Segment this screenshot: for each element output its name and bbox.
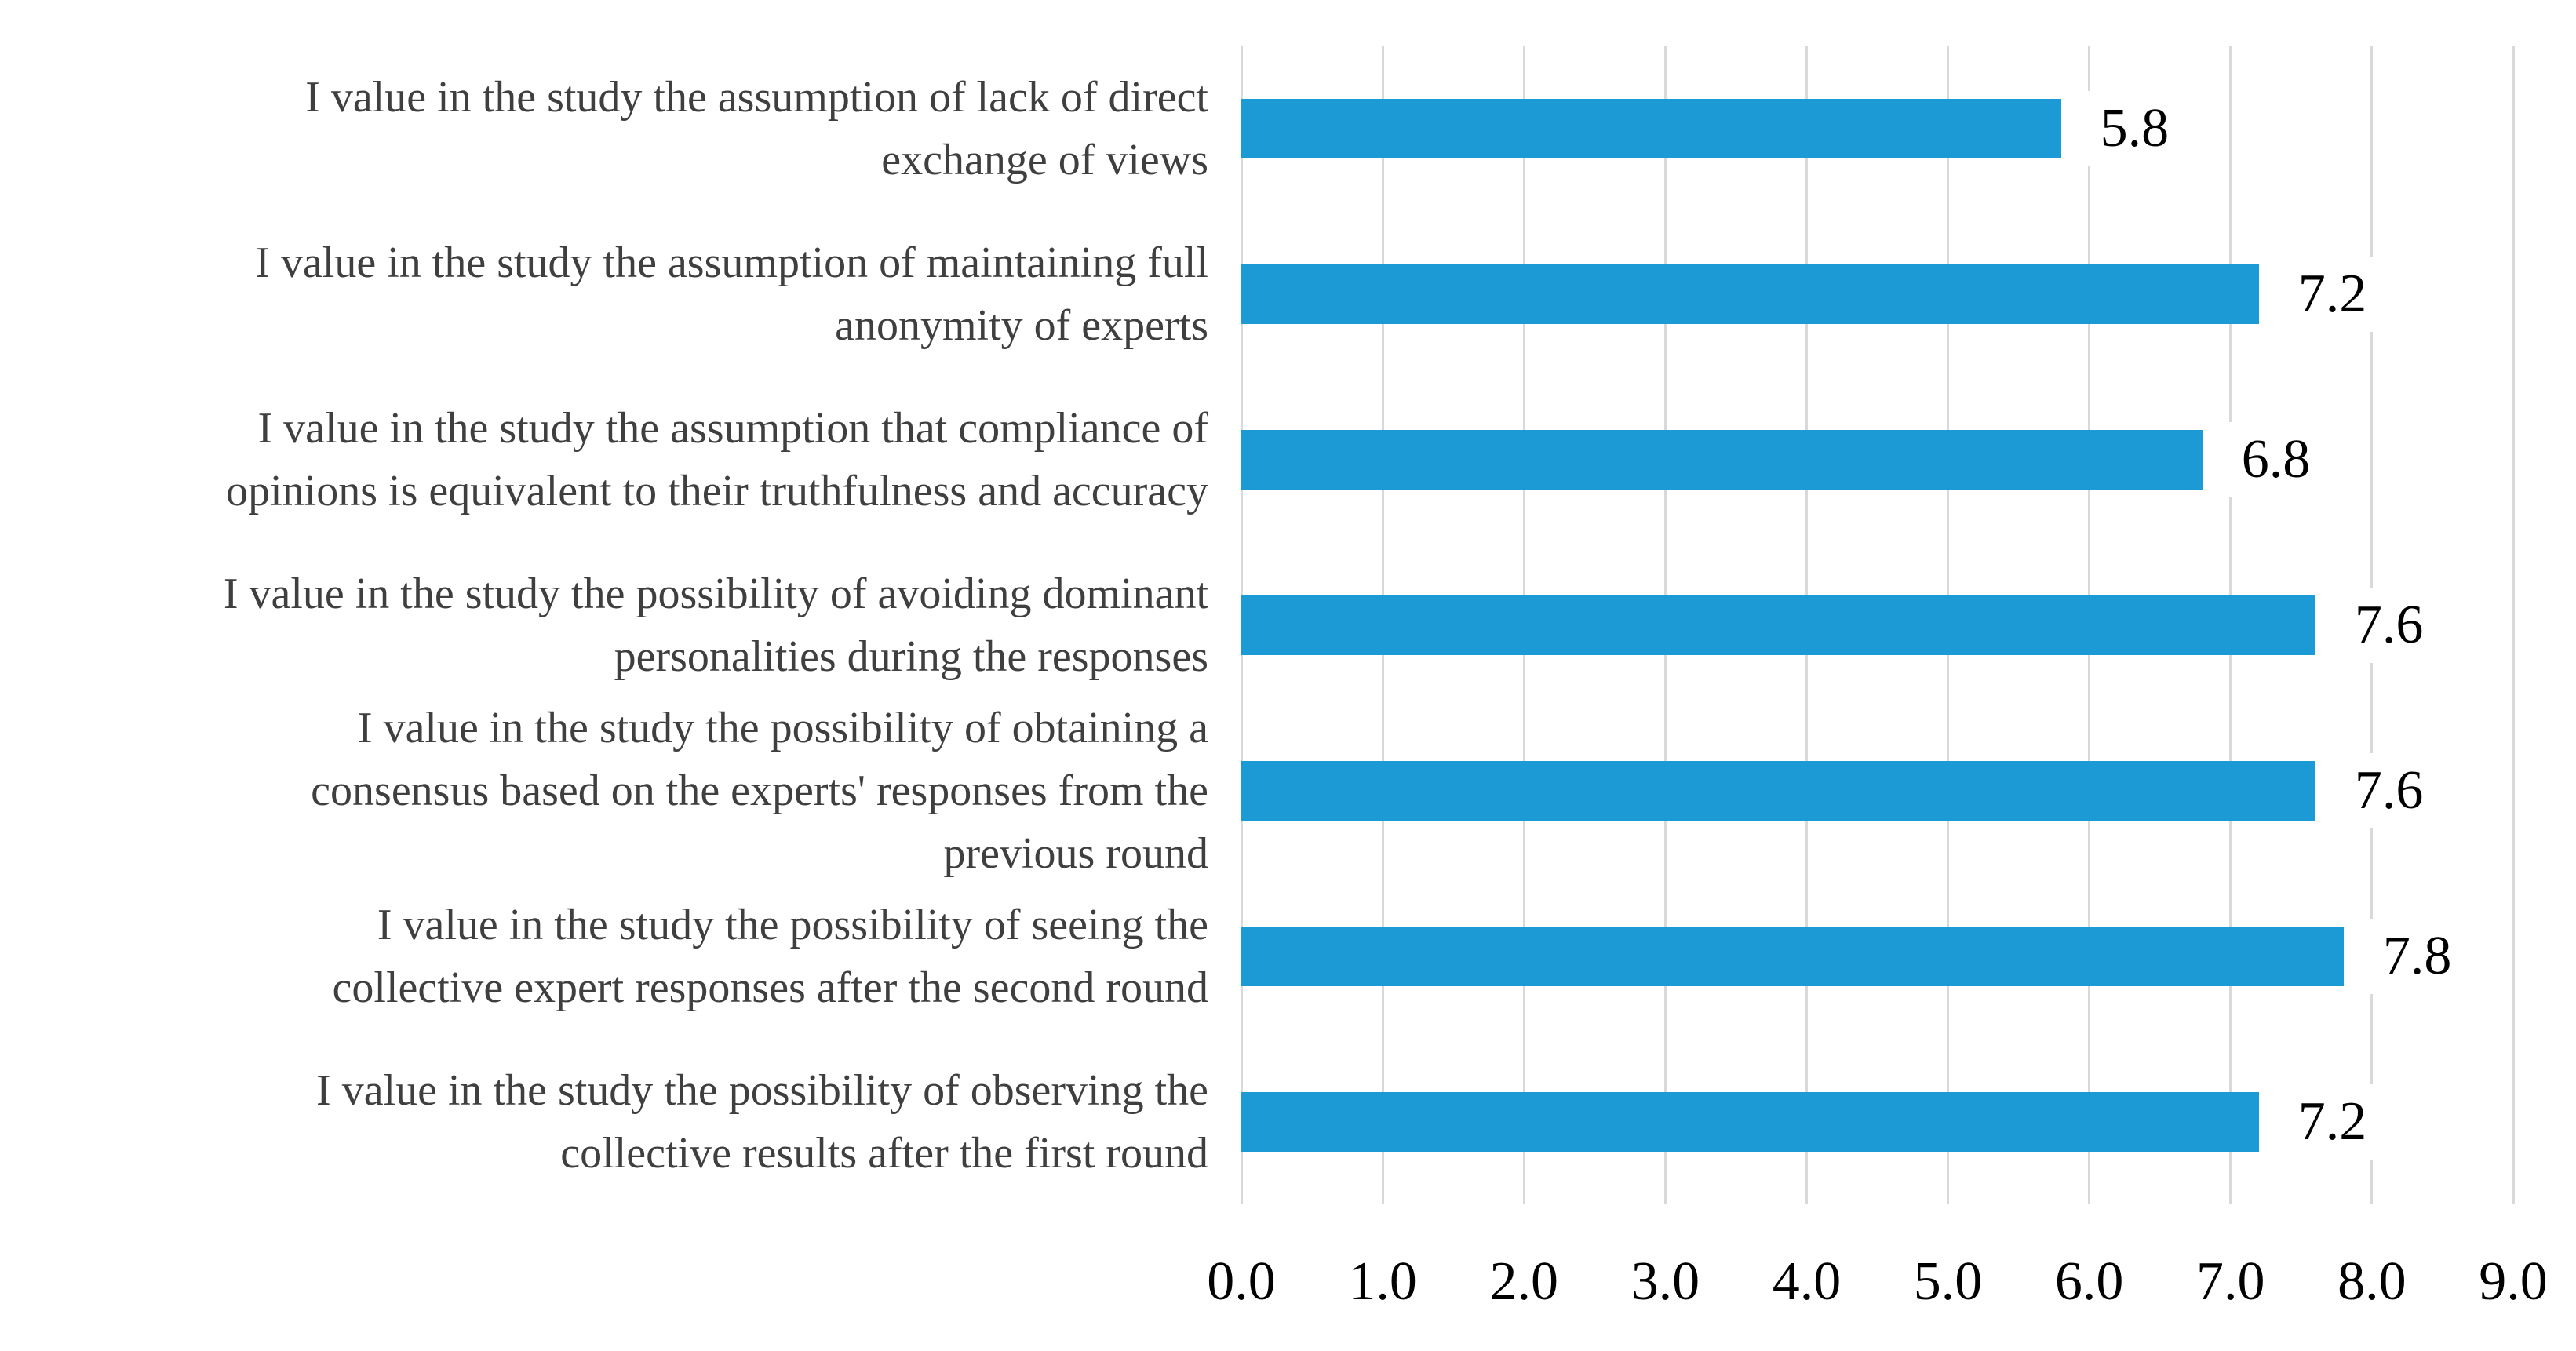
- bar-value-label: 7.6: [2341, 752, 2436, 828]
- bar-value-label: 7.2: [2285, 1083, 2380, 1160]
- bar: [1241, 264, 2259, 324]
- x-tick-label: 7.0: [2196, 1251, 2265, 1312]
- x-tick-label: 4.0: [1772, 1251, 1842, 1312]
- bar-value-label: 7.2: [2285, 256, 2380, 332]
- x-tick-label: 2.0: [1489, 1251, 1558, 1312]
- plot-area: 5.8 7.2 6.8 7.6 7.6 7.8 7.2: [1240, 46, 2515, 1204]
- x-tick-label: 3.0: [1630, 1251, 1700, 1312]
- x-tick-label: 8.0: [2337, 1251, 2407, 1312]
- x-tick-label: 0.0: [1207, 1251, 1276, 1312]
- bar: [1241, 429, 2203, 490]
- x-tick-label: 1.0: [1348, 1251, 1417, 1312]
- category-label: I value in the study the possibility of …: [316, 1065, 1208, 1178]
- bar: [1241, 926, 2344, 986]
- bar-value-label: 7.6: [2341, 587, 2436, 663]
- x-tick-label: 5.0: [1913, 1251, 1983, 1312]
- bar: [1241, 595, 2315, 655]
- bar-value-label: 5.8: [2087, 90, 2182, 166]
- x-tick-label: 9.0: [2479, 1251, 2548, 1312]
- x-tick-label: 6.0: [2054, 1251, 2124, 1312]
- category-label: I value in the study the possibility of …: [311, 703, 1208, 878]
- category-label: I value in the study the possibility of …: [332, 900, 1208, 1012]
- category-label: I value in the study the assumption of m…: [255, 238, 1208, 350]
- bar: [1241, 98, 2061, 158]
- category-label: I value in the study the assumption that…: [226, 403, 1208, 515]
- bar-value-label: 7.8: [2370, 918, 2465, 994]
- category-label: I value in the study the assumption of l…: [305, 72, 1208, 184]
- category-label: I value in the study the possibility of …: [223, 569, 1208, 681]
- gridline-9.0: [2512, 46, 2515, 1204]
- bar: [1241, 1091, 2259, 1152]
- bar-value-label: 6.8: [2228, 421, 2323, 497]
- bar: [1241, 760, 2315, 821]
